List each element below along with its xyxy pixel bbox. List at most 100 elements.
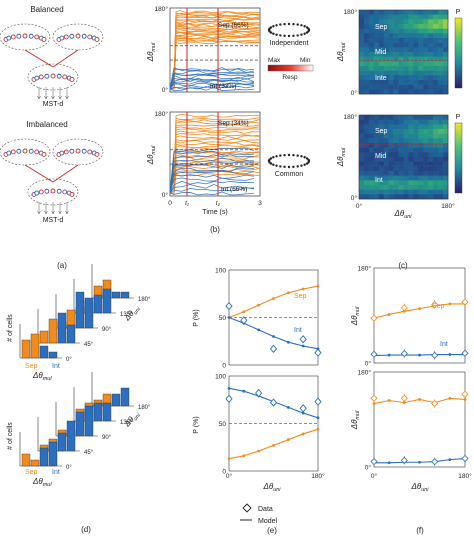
heatmap-cell — [433, 124, 439, 130]
ring-dot — [279, 34, 282, 37]
heatmap-cell — [398, 166, 404, 172]
colorbar-max: Max — [268, 57, 281, 64]
ring-dot — [283, 165, 286, 169]
heatmap-cell — [418, 147, 424, 153]
heatmap-cell — [433, 180, 439, 186]
model-point — [448, 302, 452, 306]
heatmap-cell — [359, 28, 365, 34]
y-tick-label: 180° — [358, 265, 372, 273]
heatmap-cell — [413, 115, 419, 120]
ring-dot — [275, 155, 278, 158]
heatmap-cell — [383, 70, 389, 76]
heatmap-cell — [359, 124, 365, 130]
ring-dot — [305, 31, 309, 34]
heatmap-cell — [393, 185, 399, 190]
heatmap-cell — [423, 61, 429, 67]
int-trace — [169, 151, 255, 194]
heatmap-cell — [418, 124, 424, 130]
heatmap-cell — [408, 133, 414, 139]
y-tick-label: 50 — [219, 421, 227, 428]
heatmap-cell — [388, 75, 394, 81]
heatmap-cell — [363, 33, 370, 39]
int-trace — [169, 191, 255, 196]
heatmap-bottom-cb-label: P — [456, 114, 461, 121]
heatmap-cell — [368, 124, 375, 130]
plot-f-xtick-180: 180° — [458, 472, 472, 480]
heatmap-cell — [373, 33, 380, 39]
ring-dot — [279, 23, 282, 26]
heatmap-cell — [398, 70, 404, 76]
data-marker — [370, 394, 378, 402]
heatmap-cell — [413, 161, 419, 167]
heatmap-cell — [383, 124, 389, 130]
heatmap-cell — [418, 24, 424, 29]
model-point — [463, 398, 467, 401]
heatmap-cell — [368, 10, 375, 15]
heatmap-cell — [433, 133, 439, 139]
heatmap-cell — [363, 47, 370, 53]
heatmap-cell — [368, 152, 375, 158]
heatmap-cell — [403, 161, 409, 167]
heatmap-cell — [443, 10, 449, 15]
heatmap-cell — [388, 66, 394, 71]
neuron — [69, 33, 75, 39]
heatmap-cell — [388, 129, 394, 134]
heatmap-cell — [438, 80, 444, 85]
heatmap-top-label-int: Inte — [375, 75, 387, 82]
heatmap-cell — [368, 75, 375, 81]
heatmap-cell — [383, 171, 389, 176]
heatmap-cell — [378, 133, 385, 139]
heatmap-cell — [423, 42, 429, 48]
heatmap-cell — [398, 189, 404, 195]
neuron — [56, 188, 62, 194]
sep-label: Sep — [294, 293, 307, 300]
heatmap-cell — [428, 180, 434, 186]
heatmap-cell — [373, 124, 380, 130]
heatmap-cell — [408, 194, 414, 200]
heatmap-cell — [413, 24, 419, 29]
heatmap-cell — [383, 61, 389, 67]
heatmap-cell — [393, 84, 399, 90]
data-marker — [370, 314, 378, 322]
heatmap-cell — [443, 147, 449, 153]
heatmap-cell — [398, 52, 404, 57]
hist-bar — [102, 288, 112, 314]
heatmap-cell — [393, 119, 399, 125]
heatmap-cell — [443, 33, 449, 39]
heatmap-cell — [373, 84, 380, 90]
heatmap-cell — [403, 66, 409, 71]
heatmap-cell — [423, 171, 429, 176]
hist-bar — [84, 405, 94, 437]
heatmap-cell — [403, 70, 409, 76]
heatmap-cell — [423, 89, 429, 95]
model-point — [448, 353, 452, 356]
heatmap-cell — [388, 124, 394, 130]
heatmap-cell — [393, 47, 399, 53]
heatmap-cell — [373, 147, 380, 153]
heatmap-cell — [428, 75, 434, 81]
heatmap-cell — [413, 33, 419, 39]
heatmap-cell — [359, 194, 365, 200]
heatmap-cell — [368, 80, 375, 85]
data-marker — [225, 301, 233, 311]
heatmap-top-label-mid: Mid — [375, 49, 386, 56]
heatmap-cell — [428, 166, 434, 172]
heatmap-cell — [388, 119, 394, 125]
heatmap-cell — [408, 84, 414, 90]
heatmap-cell — [428, 143, 434, 148]
heatmap-cell — [433, 10, 439, 15]
heatmap-cell — [408, 80, 414, 85]
heatmap-cell — [423, 152, 429, 158]
heatmap-cell — [408, 143, 414, 148]
heatmap-cell — [433, 166, 439, 172]
neuron — [44, 73, 50, 79]
heatmap-cell — [359, 42, 365, 48]
y-tick-label: 0° — [365, 464, 372, 472]
raster-bottom-traces — [169, 114, 261, 196]
heatmap-cell — [388, 47, 394, 53]
plot-f-bottom-ylabel: Δθmul — [350, 410, 361, 430]
ring-dot — [272, 25, 275, 28]
heatmap-cell — [388, 70, 394, 76]
hist-depth-tick: 90° — [102, 327, 112, 333]
heatmap-cell — [363, 166, 370, 172]
